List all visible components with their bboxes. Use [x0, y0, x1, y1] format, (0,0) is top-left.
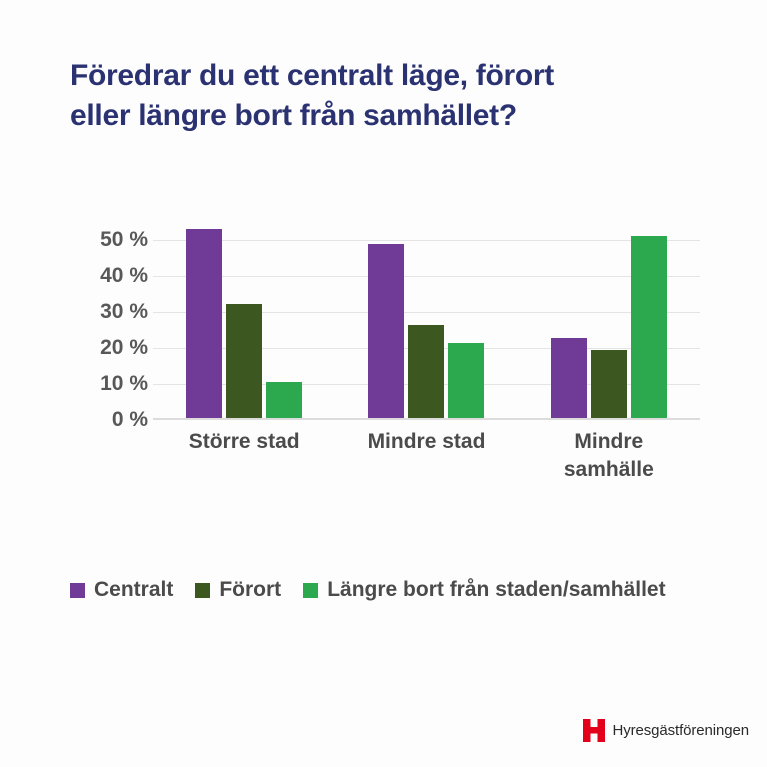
chart-legend: Centralt Förort Längre bort från staden/…: [70, 578, 666, 602]
x-axis-label-storre-stad: Större stad: [153, 428, 335, 483]
y-axis-tick-50: 50 %: [100, 228, 148, 251]
bar[interactable]: [630, 236, 667, 418]
bar[interactable]: [590, 350, 627, 418]
bar-group: [335, 240, 517, 418]
bar[interactable]: [266, 382, 303, 418]
x-axis-label-mindre-stad: Mindre stad: [335, 428, 517, 483]
legend-label-langre-bort: Längre bort från staden/samhället: [327, 578, 666, 601]
bar[interactable]: [550, 337, 587, 418]
brand-logo-text: Hyresgästföreningen: [612, 722, 749, 739]
chart-title: Föredrar du ett centralt läge, förort el…: [70, 56, 710, 135]
plot-area: [153, 229, 700, 420]
legend-item-langre-bort[interactable]: Längre bort från staden/samhället: [303, 578, 666, 602]
y-axis-tick-0: 0 %: [111, 408, 148, 431]
brand-logo: Hyresgästföreningen: [583, 719, 749, 742]
gridline-30: [153, 312, 700, 313]
x-axis-label-line: Mindre stad: [367, 430, 486, 453]
gridline-40: [153, 276, 700, 277]
y-axis-tick-30: 30 %: [100, 300, 148, 323]
legend-swatch-langre-bort-icon: [303, 582, 319, 598]
legend-label-forort: Förort: [219, 578, 282, 601]
y-axis-tick-20: 20 %: [100, 336, 148, 359]
y-axis: 50 % 40 % 30 % 20 % 10 % 0 %: [60, 228, 148, 431]
x-axis-label-line: Större stad: [188, 430, 300, 453]
legend-item-forort[interactable]: Förort: [195, 578, 281, 602]
legend-label-centralt: Centralt: [94, 578, 174, 601]
bar[interactable]: [448, 343, 485, 418]
bar-group: [518, 236, 700, 418]
bar[interactable]: [408, 325, 445, 418]
gridline-50: [153, 240, 700, 241]
y-axis-tick-40: 40 %: [100, 264, 148, 287]
bar-group: [153, 229, 335, 418]
bar[interactable]: [226, 304, 263, 418]
legend-swatch-centralt-icon: [70, 582, 85, 598]
legend-item-centralt[interactable]: Centralt: [70, 578, 173, 602]
bar-groups: [153, 229, 700, 418]
x-axis-label-line: Mindre: [574, 430, 644, 453]
x-axis-labels: Större stad Mindre stad Mindre samhälle: [153, 428, 700, 483]
x-axis-baseline: [153, 418, 700, 420]
bar[interactable]: [186, 229, 223, 418]
legend-swatch-forort-icon: [195, 582, 211, 598]
bar[interactable]: [368, 243, 405, 418]
chart-title-line-1: Föredrar du ett centralt läge, förort: [70, 59, 554, 92]
hyresgastforeningen-h-mark-icon: [583, 719, 606, 742]
y-axis-tick-10: 10 %: [100, 372, 148, 395]
x-axis-label-line: samhälle: [563, 457, 654, 481]
chart-title-line-2: eller längre bort från samhället?: [70, 98, 517, 132]
x-axis-label-mindre-samhalle: Mindre samhälle: [518, 428, 700, 483]
